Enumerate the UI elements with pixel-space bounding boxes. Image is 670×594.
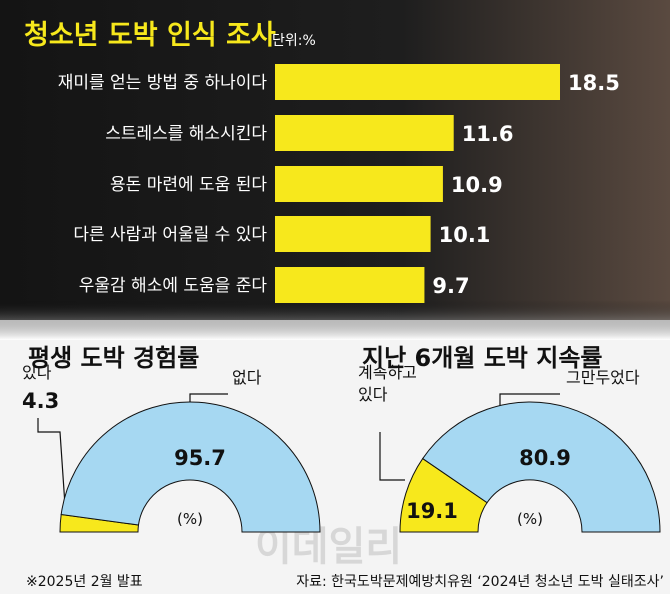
bar [275,166,443,202]
donut-slice [60,401,321,533]
value-label: 10.9 [451,173,503,197]
category-label: 용돈 마련에 도움 된다 [110,175,267,195]
fade [0,300,670,340]
note: ※2025년 2월 발표 [26,574,143,590]
value-label: 11.6 [462,122,514,146]
center-label: (%) [517,510,543,528]
chart-title: 청소년 도박 인식 조사 [24,20,276,51]
value-label: 4.3 [22,389,59,413]
bar [275,267,425,303]
donut-slice [422,401,661,533]
category-label: 그만두었다 [566,368,640,387]
source: 자료: 한국도박문제예방치유원 ‘2024년 청소년 도박 실태조사’ [296,574,664,590]
leader-line [379,432,405,481]
category-label: 우울감 해소에 도움을 준다 [79,276,268,296]
center-label: (%) [177,510,203,528]
bar [275,216,431,252]
chart-title: 지난 6개월 도박 지속률 [362,344,603,372]
unit: 단위:% [272,33,316,49]
category-label: 재미를 얻는 방법 중 하나이다 [58,73,268,93]
value-label: 19.1 [406,499,458,523]
bar [275,64,560,100]
value-label: 80.9 [519,446,571,470]
value-label: 18.5 [568,71,620,95]
value-label: 10.1 [439,223,491,247]
category-label: 계속하고 있다 [358,363,417,404]
leader-line [37,418,67,521]
chart-title: 평생 도박 경험률 [28,344,199,372]
category-label: 있다 [22,363,52,382]
category-label: 다른 사람과 어울릴 수 있다 [73,225,267,245]
value-label: 9.7 [432,274,469,298]
category-label: 없다 [232,368,262,387]
value-label: 95.7 [174,446,226,470]
bar [275,115,454,151]
photo-background [0,0,670,320]
category-label: 스트레스를 해소시킨다 [105,124,267,144]
